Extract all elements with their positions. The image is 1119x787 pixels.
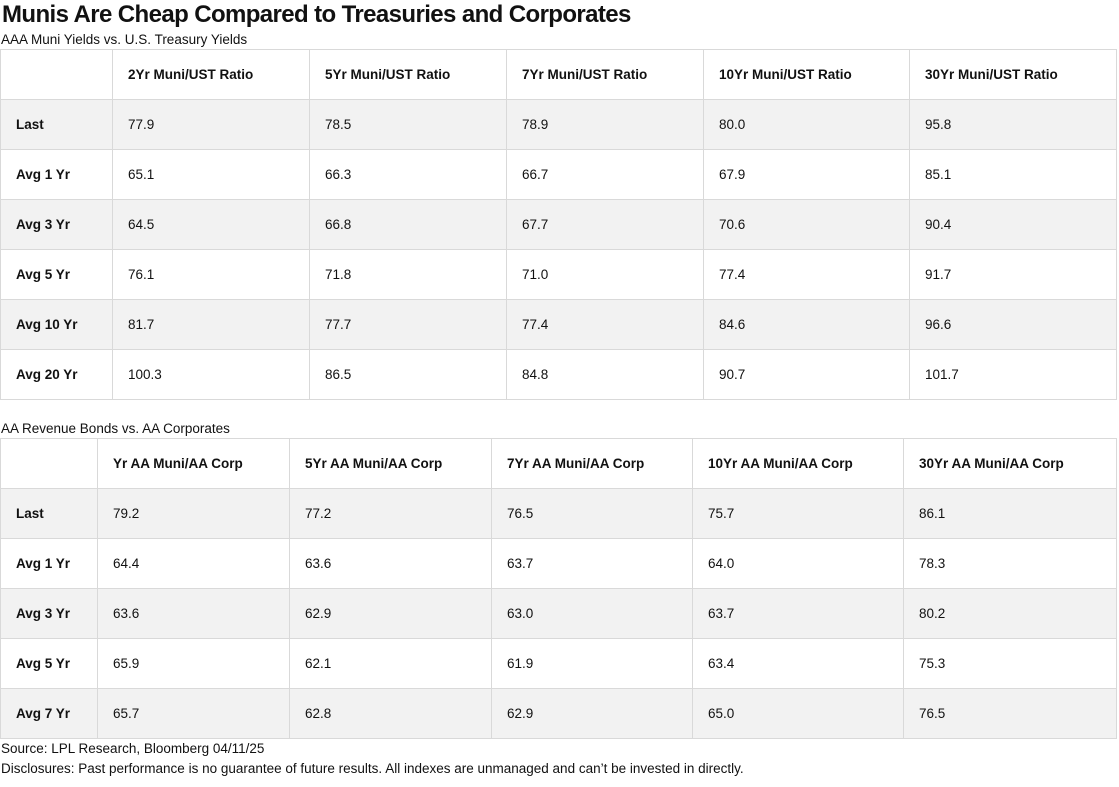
table-row: Avg 3 Yr 64.5 66.8 67.7 70.6 90.4 (0, 199, 1117, 250)
table-cell: 62.9 (289, 588, 492, 639)
table-header-row: 2Yr Muni/UST Ratio 5Yr Muni/UST Ratio 7Y… (0, 49, 1117, 100)
table-cell: 85.1 (909, 149, 1117, 200)
table-cell: 76.5 (903, 688, 1117, 739)
table-cell: 62.9 (491, 688, 693, 739)
table-cell: 77.9 (112, 99, 310, 150)
header-cell: 30Yr AA Muni/AA Corp (903, 438, 1117, 489)
table-row: Avg 1 Yr 64.4 63.6 63.7 64.0 78.3 (0, 538, 1117, 589)
header-cell: Yr AA Muni/AA Corp (97, 438, 290, 489)
table-row: Avg 5 Yr 76.1 71.8 71.0 77.4 91.7 (0, 249, 1117, 300)
table-cell: 66.8 (309, 199, 507, 250)
table-cell: 80.0 (703, 99, 910, 150)
table-row: Last 79.2 77.2 76.5 75.7 86.1 (0, 488, 1117, 539)
row-label: Avg 1 Yr (0, 538, 98, 589)
table-cell: 78.3 (903, 538, 1117, 589)
header-cell: 5Yr AA Muni/AA Corp (289, 438, 492, 489)
table-cell: 63.7 (692, 588, 904, 639)
table-row: Last 77.9 78.5 78.9 80.0 95.8 (0, 99, 1117, 150)
table-cell: 66.3 (309, 149, 507, 200)
table-row: Avg 10 Yr 81.7 77.7 77.4 84.6 96.6 (0, 299, 1117, 350)
table-cell: 63.6 (289, 538, 492, 589)
row-label: Avg 20 Yr (0, 349, 113, 400)
table-cell: 80.2 (903, 588, 1117, 639)
table-cell: 101.7 (909, 349, 1117, 400)
table-cell: 90.7 (703, 349, 910, 400)
page-title: Munis Are Cheap Compared to Treasuries a… (2, 1, 631, 28)
table-cell: 65.7 (97, 688, 290, 739)
table-cell: 95.8 (909, 99, 1117, 150)
table-cell: 79.2 (97, 488, 290, 539)
table-cell: 70.6 (703, 199, 910, 250)
table-cell: 76.5 (491, 488, 693, 539)
table-row: Avg 20 Yr 100.3 86.5 84.8 90.7 101.7 (0, 349, 1117, 400)
header-cell (0, 438, 98, 489)
table-cell: 66.7 (506, 149, 704, 200)
muni-ust-ratio-table: 2Yr Muni/UST Ratio 5Yr Muni/UST Ratio 7Y… (0, 49, 1117, 400)
aa-muni-corp-ratio-table: Yr AA Muni/AA Corp 5Yr AA Muni/AA Corp 7… (0, 438, 1117, 739)
row-label: Avg 10 Yr (0, 299, 113, 350)
header-cell: 10Yr Muni/UST Ratio (703, 49, 910, 100)
row-label: Last (0, 99, 113, 150)
table-cell: 67.7 (506, 199, 704, 250)
header-cell (0, 49, 113, 100)
header-cell: 2Yr Muni/UST Ratio (112, 49, 310, 100)
table-cell: 75.3 (903, 638, 1117, 689)
table-cell: 65.0 (692, 688, 904, 739)
row-label: Avg 3 Yr (0, 199, 113, 250)
table-cell: 86.1 (903, 488, 1117, 539)
table-cell: 78.9 (506, 99, 704, 150)
table-cell: 65.9 (97, 638, 290, 689)
table-cell: 76.1 (112, 249, 310, 300)
table-cell: 84.6 (703, 299, 910, 350)
table-cell: 64.5 (112, 199, 310, 250)
table-cell: 84.8 (506, 349, 704, 400)
table-cell: 77.7 (309, 299, 507, 350)
header-cell: 10Yr AA Muni/AA Corp (692, 438, 904, 489)
table-cell: 67.9 (703, 149, 910, 200)
source-note: Source: LPL Research, Bloomberg 04/11/25 (1, 741, 265, 756)
row-label: Avg 3 Yr (0, 588, 98, 639)
header-cell: 30Yr Muni/UST Ratio (909, 49, 1117, 100)
table-cell: 63.6 (97, 588, 290, 639)
table-row: Avg 7 Yr 65.7 62.8 62.9 65.0 76.5 (0, 688, 1117, 739)
header-cell: 7Yr AA Muni/AA Corp (491, 438, 693, 489)
header-cell: 7Yr Muni/UST Ratio (506, 49, 704, 100)
table-cell: 62.8 (289, 688, 492, 739)
table-cell: 64.4 (97, 538, 290, 589)
table-cell: 61.9 (491, 638, 693, 689)
table-cell: 86.5 (309, 349, 507, 400)
table-cell: 62.1 (289, 638, 492, 689)
table-cell: 71.8 (309, 249, 507, 300)
table-cell: 65.1 (112, 149, 310, 200)
table-cell: 96.6 (909, 299, 1117, 350)
table2-subtitle: AA Revenue Bonds vs. AA Corporates (1, 421, 230, 436)
row-label: Last (0, 488, 98, 539)
row-label: Avg 1 Yr (0, 149, 113, 200)
table-cell: 77.4 (703, 249, 910, 300)
header-cell: 5Yr Muni/UST Ratio (309, 49, 507, 100)
table-cell: 81.7 (112, 299, 310, 350)
table-cell: 91.7 (909, 249, 1117, 300)
table-row: Avg 1 Yr 65.1 66.3 66.7 67.9 85.1 (0, 149, 1117, 200)
table-cell: 64.0 (692, 538, 904, 589)
table-cell: 75.7 (692, 488, 904, 539)
row-label: Avg 5 Yr (0, 638, 98, 689)
table-cell: 77.2 (289, 488, 492, 539)
row-label: Avg 5 Yr (0, 249, 113, 300)
table-row: Avg 3 Yr 63.6 62.9 63.0 63.7 80.2 (0, 588, 1117, 639)
table-cell: 100.3 (112, 349, 310, 400)
row-label: Avg 7 Yr (0, 688, 98, 739)
table-cell: 63.4 (692, 638, 904, 689)
disclosures-note: Disclosures: Past performance is no guar… (1, 761, 744, 776)
table-cell: 63.7 (491, 538, 693, 589)
table-row: Avg 5 Yr 65.9 62.1 61.9 63.4 75.3 (0, 638, 1117, 689)
table-cell: 90.4 (909, 199, 1117, 250)
table-cell: 71.0 (506, 249, 704, 300)
table-cell: 63.0 (491, 588, 693, 639)
table-header-row: Yr AA Muni/AA Corp 5Yr AA Muni/AA Corp 7… (0, 438, 1117, 489)
table1-subtitle: AAA Muni Yields vs. U.S. Treasury Yields (1, 32, 248, 47)
table-cell: 78.5 (309, 99, 507, 150)
table-cell: 77.4 (506, 299, 704, 350)
